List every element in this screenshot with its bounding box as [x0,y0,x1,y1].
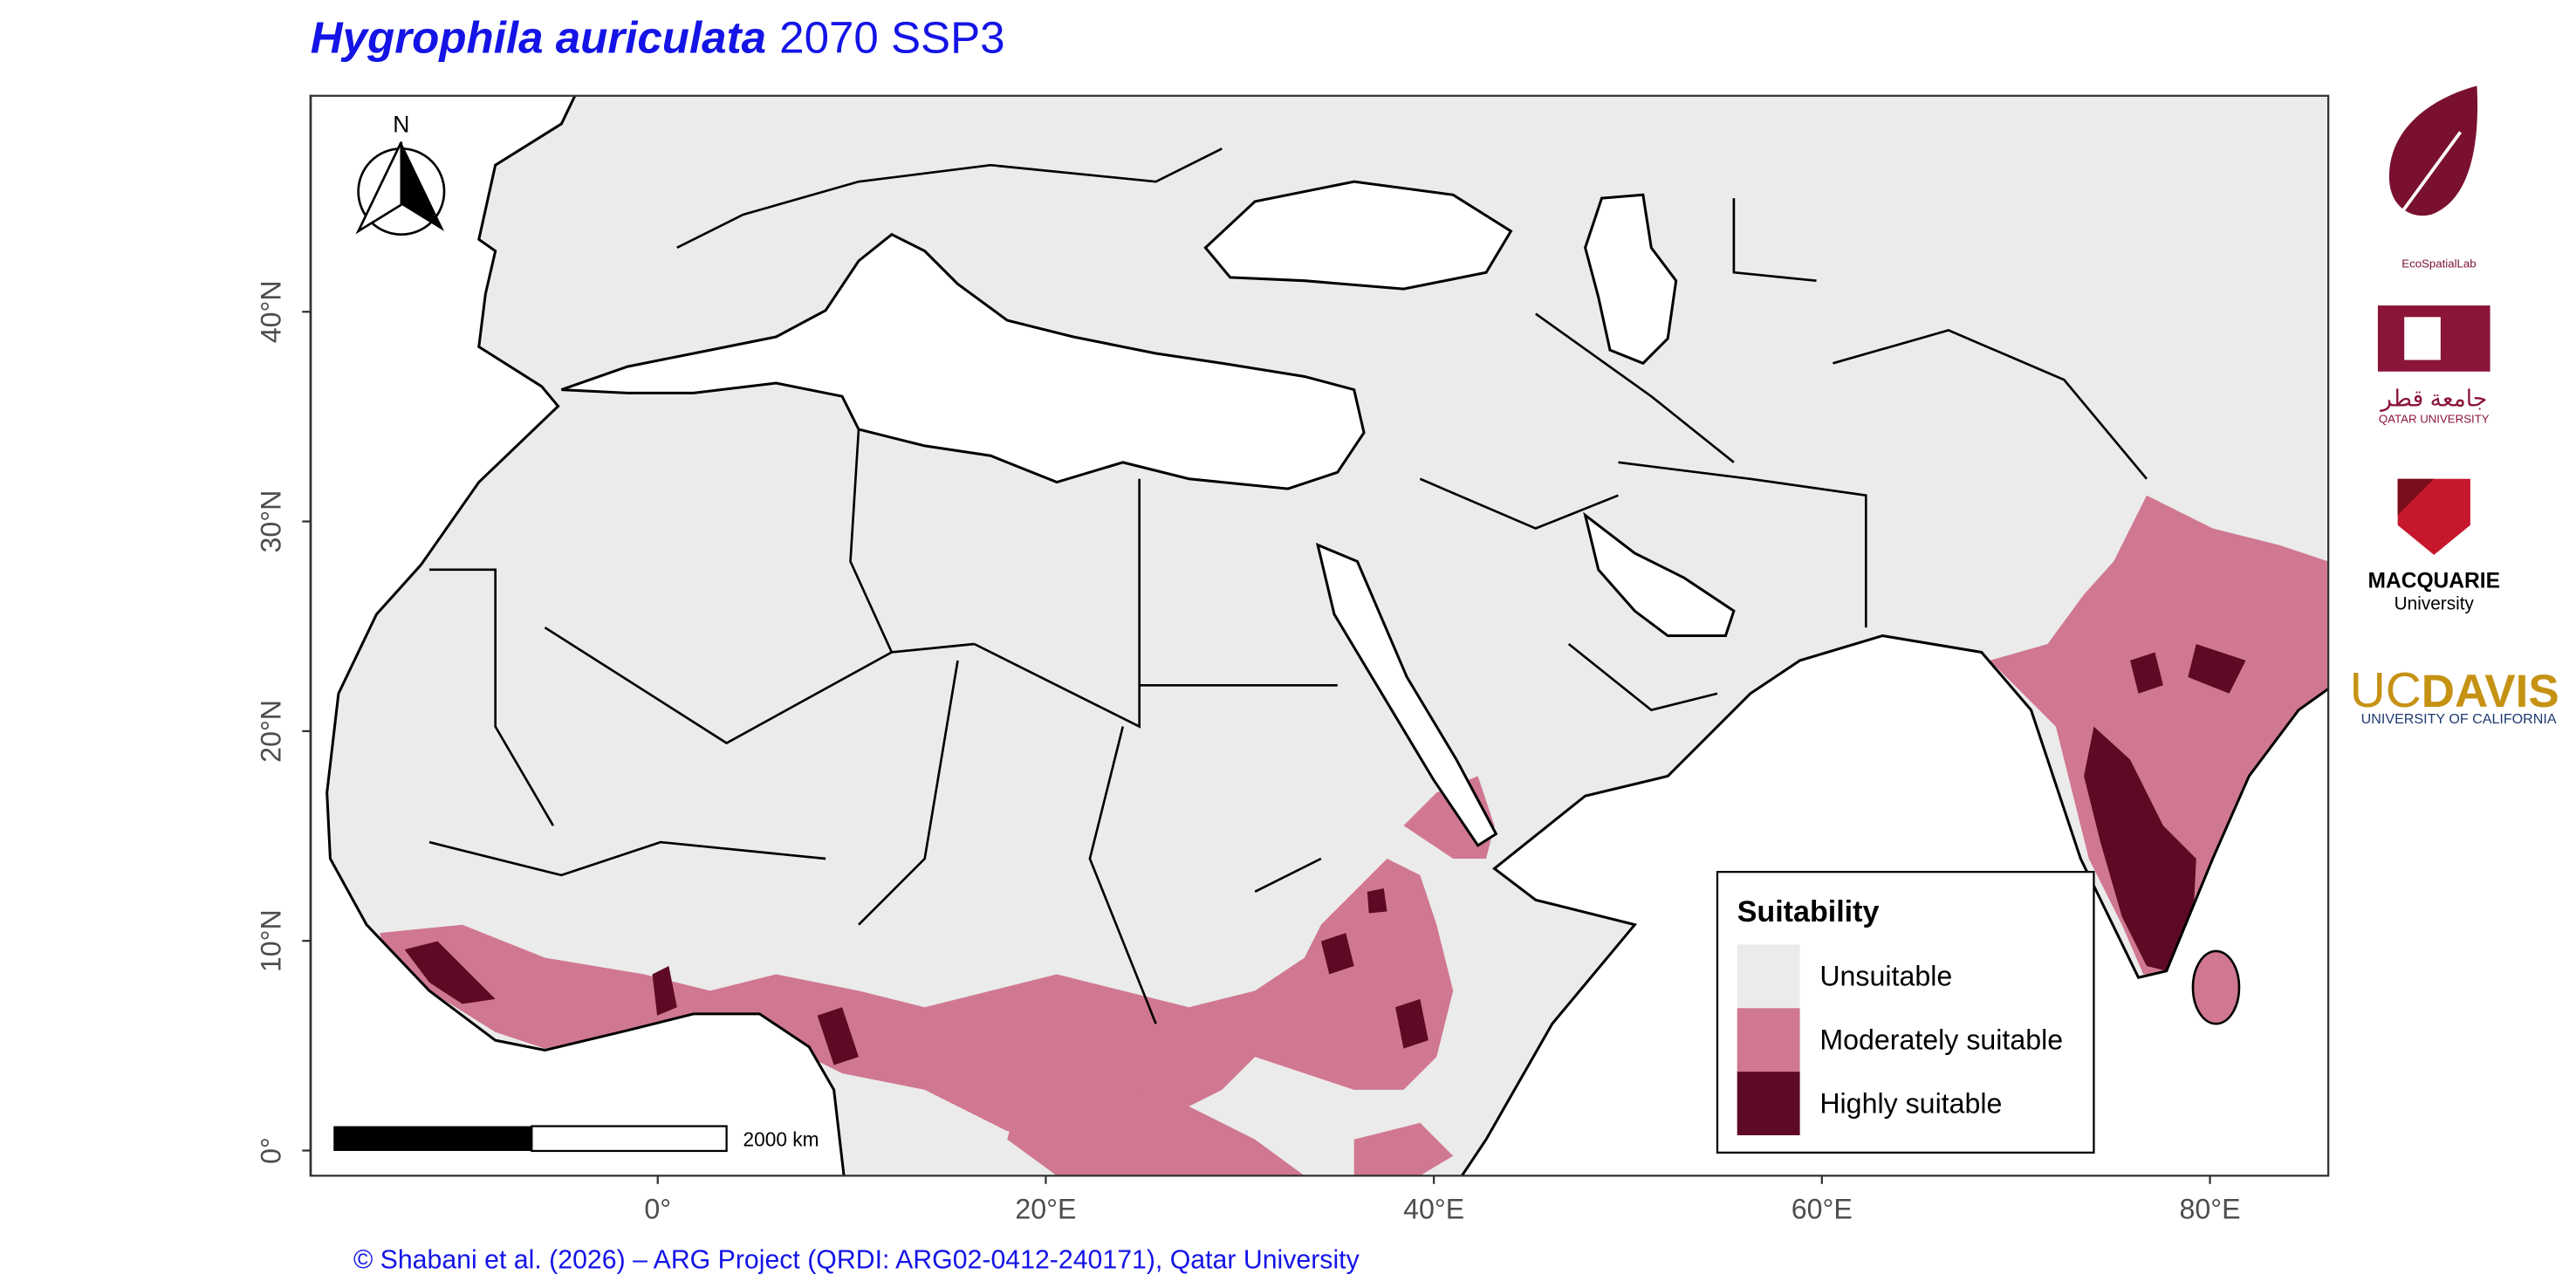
y-tick-label: 40°N [256,280,287,343]
moderate-east-africa [1007,776,1495,1176]
legend-title: Suitability [1737,895,1880,928]
scale-bar: 2000 km [333,1125,819,1153]
legend-swatch [1737,1008,1800,1072]
logo-macquarie: MACQUARIE University [2367,478,2500,613]
legend-swatch [1737,944,1800,1009]
title-scenario: 2070 SSP3 [779,13,1004,63]
x-tick-label: 80°E [2179,1194,2240,1225]
caspian-sea [1584,193,1678,366]
red-sea [1315,542,1498,847]
map-frame [309,94,2330,1177]
logo-ecospatial: EcoSpatialLab [2388,86,2478,271]
moderate-india [1990,495,2329,975]
y-tick-label: 0° [256,1137,287,1164]
x-tick-label: 0° [644,1194,671,1225]
x-tick-label: 60°E [1792,1194,1853,1225]
y-tick-label: 10°N [256,909,287,972]
high-india [2084,644,2246,971]
logo-uc: UC [2350,663,2422,718]
legend-label: Highly suitable [1819,1087,2002,1119]
logo-text: MACQUARIE [2367,570,2500,593]
logo-text: UCDAVIS [2350,663,2559,718]
logo-text: UNIVERSITY OF CALIFORNIA [2361,711,2557,727]
north-label: N [393,111,409,137]
y-tick-label: 20°N [256,700,287,763]
black-sea [1203,180,1513,291]
legend: Suitability Unsuitable Moderately suitabl… [1716,871,2095,1154]
atlantic [310,95,846,1176]
mediterranean [560,232,1366,490]
title: Hygrophila auriculata 2070 SSP3 [311,13,1005,63]
x-tick-label: 20°E [1015,1194,1076,1225]
scale-label: 2000 km [743,1127,819,1150]
logo-text: QATAR UNIVERSITY [2379,412,2490,425]
logo-text: University [2394,593,2475,613]
legend-label: Moderately suitable [1819,1024,2063,1056]
logo-ucdavis: UCDAVIS UNIVERSITY OF CALIFORNIA [2350,663,2559,727]
caption: © Shabani et al. (2026) – ARG Project (Q… [353,1245,1360,1274]
legend-swatch [1737,1072,1800,1135]
persian-gulf [1583,511,1736,638]
sri-lanka [2191,949,2241,1025]
logo-davis: DAVIS [2422,666,2559,717]
country-borders [428,147,2148,1024]
logo-text: EcoSpatialLab [2401,257,2476,271]
legend-label: Unsuitable [1819,961,1952,992]
moderate-sahel [380,859,1454,1140]
logo-text: جامعة قطر [2379,386,2487,413]
y-tick-label: 30°N [256,490,287,553]
title-species: Hygrophila auriculata [311,13,766,63]
logo-qatar: جامعة قطر QATAR UNIVERSITY [2377,305,2490,425]
x-tick-label: 40°E [1403,1194,1464,1225]
